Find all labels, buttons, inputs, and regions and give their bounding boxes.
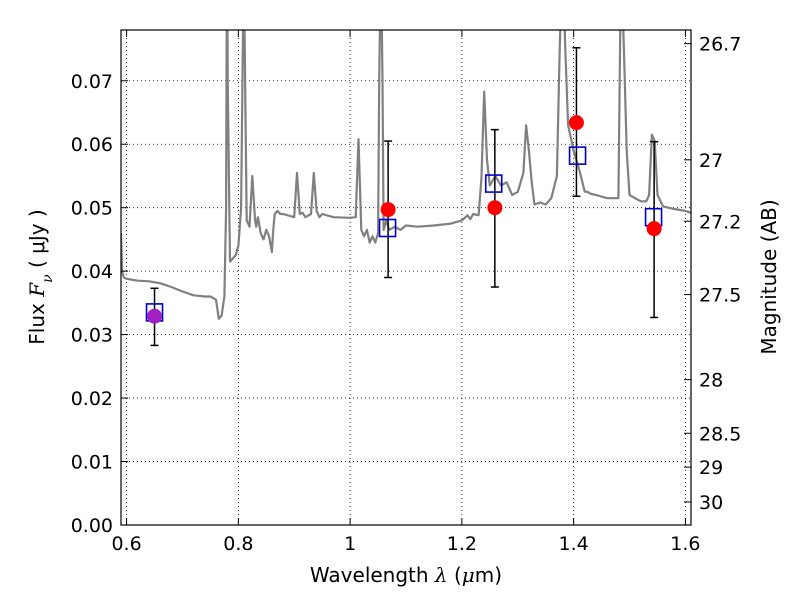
model-spectrum-line xyxy=(121,30,691,320)
y2-tick-label: 29 xyxy=(699,457,723,479)
x-tick-label: 0.6 xyxy=(111,533,141,555)
y2-tick-label: 30 xyxy=(699,492,723,514)
y-tick-label: 0.03 xyxy=(71,325,113,347)
observed-point xyxy=(487,200,503,216)
x-axis-ticks: 0.6 0.8 1 1.2 1.4 1.6 xyxy=(111,30,701,555)
y-tick-label: 0.07 xyxy=(71,71,113,93)
y-tick-label: 0.06 xyxy=(71,134,113,156)
y-tick-label: 0.01 xyxy=(71,452,113,474)
x-tick-label: 1.2 xyxy=(447,533,477,555)
synthetic-point xyxy=(568,146,587,165)
observed-point xyxy=(568,115,584,131)
observed-point xyxy=(147,308,163,324)
y2-tick-label: 27 xyxy=(699,150,723,172)
y2-tick-label: 26.7 xyxy=(699,34,741,56)
y-axis-label: Flux Fν ( μJy ) xyxy=(25,209,56,344)
plot-frame xyxy=(120,29,692,526)
x-tick-label: 1 xyxy=(344,533,356,555)
y2-tick-label: 27.5 xyxy=(699,285,741,307)
y-tick-label: 0.02 xyxy=(71,388,113,410)
y2-tick-label: 28.5 xyxy=(699,423,741,445)
y-axis-ticks: 0.00 0.01 0.02 0.03 0.04 0.05 0.06 0.07 xyxy=(71,71,128,537)
observed-photometry-layer xyxy=(147,115,662,324)
synthetic-point xyxy=(484,174,503,193)
grid-lines xyxy=(121,30,691,526)
x-tick-label: 1.4 xyxy=(559,533,589,555)
x-tick-label: 0.8 xyxy=(223,533,253,555)
y-tick-label: 0.05 xyxy=(71,198,113,220)
y2-axis-label: Magnitude (AB) xyxy=(757,199,781,354)
x-tick-label: 1.6 xyxy=(670,533,700,555)
model-spectrum-layer xyxy=(121,30,691,320)
synthetic-point xyxy=(378,218,397,238)
x-axis-label: Wavelength λ (μm) xyxy=(310,563,502,587)
observed-point xyxy=(380,202,396,218)
y2-tick-label: 28 xyxy=(699,370,723,392)
y-tick-label: 0.00 xyxy=(71,515,113,537)
y-tick-label: 0.04 xyxy=(71,261,113,283)
y2-tick-label: 27.2 xyxy=(699,211,741,233)
y2-axis-ticks: 26.7 27 27.2 27.5 28 28.5 29 30 xyxy=(684,34,741,514)
observed-point xyxy=(646,221,662,237)
